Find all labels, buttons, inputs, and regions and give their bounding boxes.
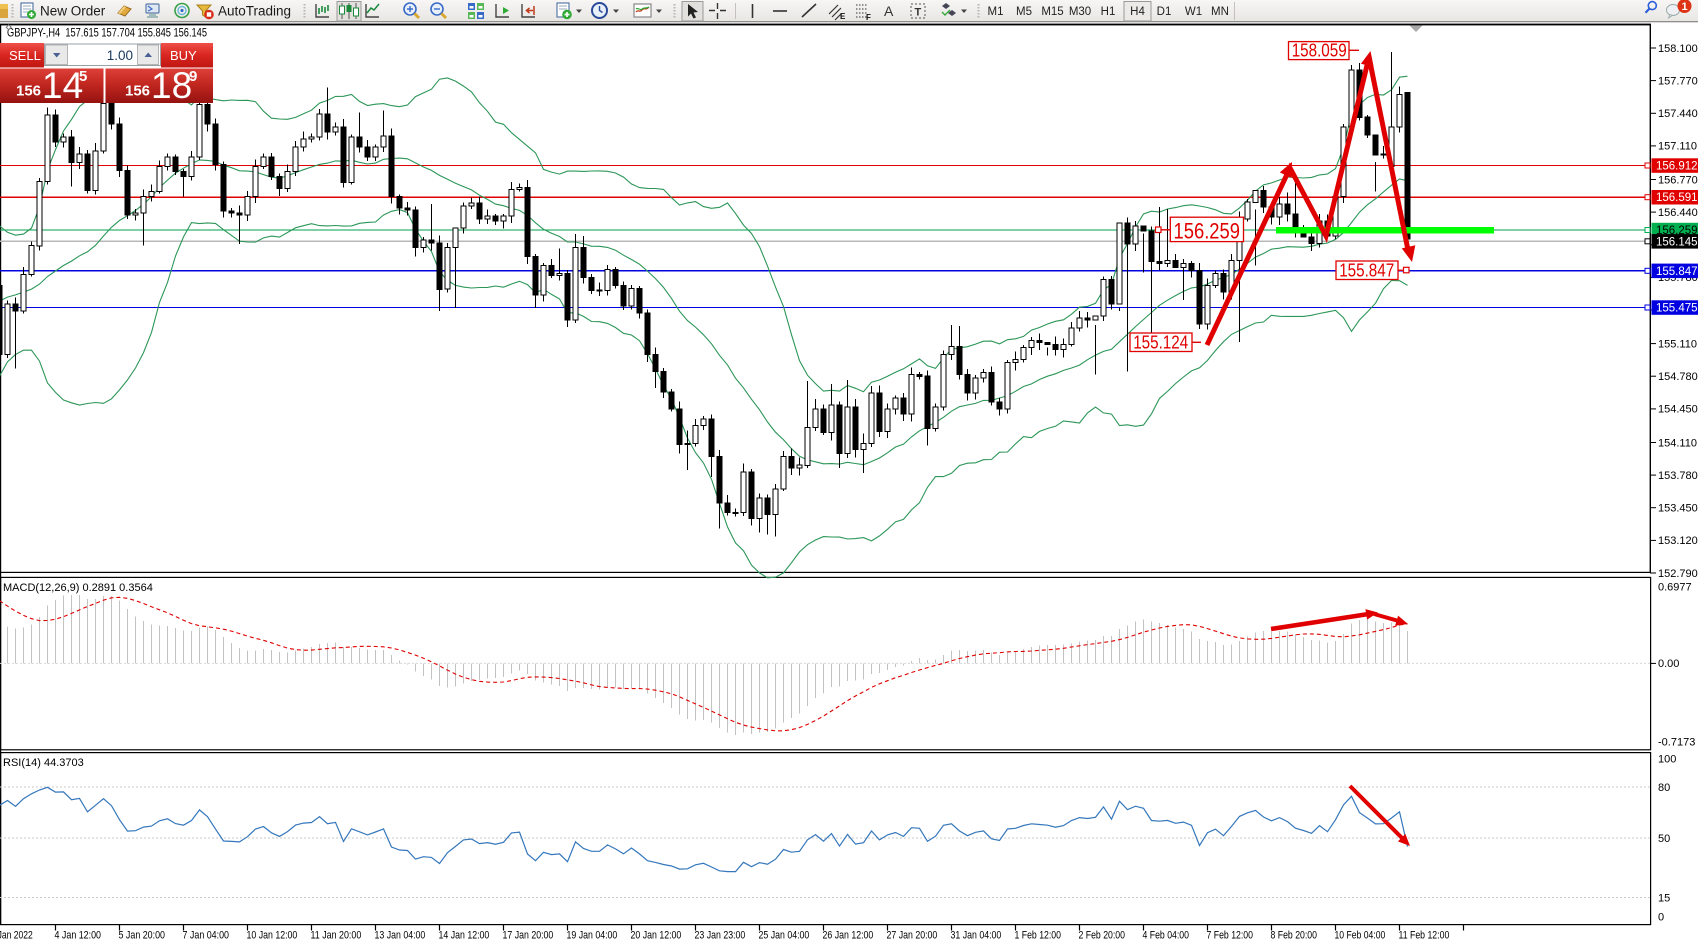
svg-text:23 Jan 23:00: 23 Jan 23:00 [695,930,746,942]
svg-text:M1: M1 [988,6,1004,18]
svg-text:155.847: 155.847 [1656,266,1698,278]
svg-text:156: 156 [16,83,41,100]
svg-text:H1: H1 [1101,6,1116,18]
svg-text:New Order: New Order [40,4,106,19]
svg-text:156.912: 156.912 [1656,161,1698,173]
svg-text:-0.7173: -0.7173 [1658,737,1695,749]
svg-text:19 Jan 04:00: 19 Jan 04:00 [567,930,618,942]
svg-text:0.00: 0.00 [1658,658,1679,670]
svg-text:MN: MN [1211,6,1229,18]
svg-text:0.6977: 0.6977 [1658,582,1692,594]
svg-text:18: 18 [151,65,192,106]
svg-text:158.059: 158.059 [1292,40,1347,60]
svg-text:31 Jan 04:00: 31 Jan 04:00 [951,930,1002,942]
svg-text:AutoTrading: AutoTrading [218,4,291,19]
svg-text:156.591: 156.591 [1656,192,1698,204]
svg-text:W1: W1 [1185,6,1202,18]
svg-text:158.100: 158.100 [1658,43,1698,55]
svg-text:152.790: 152.790 [1658,568,1698,580]
svg-text:T: T [915,7,922,19]
svg-text:157.110: 157.110 [1658,141,1697,153]
svg-text:4 Jan 12:00: 4 Jan 12:00 [55,930,102,942]
svg-text:100: 100 [1658,754,1676,766]
svg-text:156.145: 156.145 [1656,236,1698,248]
svg-text:10 Feb 04:00: 10 Feb 04:00 [1335,930,1386,942]
svg-text:27 Jan 20:00: 27 Jan 20:00 [887,930,938,942]
svg-text:153.120: 153.120 [1658,535,1698,547]
svg-text:5: 5 [79,68,87,85]
svg-text:154.110: 154.110 [1658,437,1697,449]
svg-text:156.770: 156.770 [1658,174,1698,186]
svg-text:2 Feb 20:00: 2 Feb 20:00 [1079,930,1126,942]
svg-text:17 Jan 20:00: 17 Jan 20:00 [503,930,554,942]
svg-text:7 Feb 12:00: 7 Feb 12:00 [1207,930,1254,942]
svg-text:10 Jan 12:00: 10 Jan 12:00 [247,930,298,942]
svg-text:E: E [840,12,846,21]
svg-text:M5: M5 [1016,6,1032,18]
svg-text:A: A [884,3,894,19]
svg-text:4 Feb 04:00: 4 Feb 04:00 [1143,930,1190,942]
svg-text:80: 80 [1658,782,1670,794]
svg-text:20 Jan 12:00: 20 Jan 12:00 [631,930,682,942]
svg-text:0: 0 [1658,912,1664,924]
svg-text:11 Jan 20:00: 11 Jan 20:00 [311,930,362,942]
svg-text:155.847: 155.847 [1339,260,1394,280]
svg-text:156.259: 156.259 [1656,225,1698,237]
svg-text:5 Jan 20:00: 5 Jan 20:00 [119,930,166,942]
svg-text:1 Feb 12:00: 1 Feb 12:00 [1015,930,1062,942]
svg-text:156.259: 156.259 [1174,218,1241,243]
svg-text:154.780: 154.780 [1658,371,1698,383]
svg-text:155.110: 155.110 [1658,338,1697,350]
svg-text:156.440: 156.440 [1658,207,1698,219]
svg-text:H4: H4 [1130,6,1145,18]
svg-text:RSI(14) 44.3703: RSI(14) 44.3703 [3,757,84,769]
svg-text:SELL: SELL [9,48,41,63]
svg-text:1.00: 1.00 [107,48,133,63]
svg-text:9: 9 [189,68,197,85]
svg-text:3 Jan 2022: 3 Jan 2022 [0,930,33,942]
svg-text:155.124: 155.124 [1133,332,1188,352]
svg-text:14 Jan 12:00: 14 Jan 12:00 [439,930,490,942]
svg-text:154.450: 154.450 [1658,404,1698,416]
svg-text:155.475: 155.475 [1656,303,1698,315]
svg-text:1: 1 [1681,1,1687,13]
svg-text:GBPJPY-,H4 157.615 157.704 15: GBPJPY-,H4 157.615 157.704 155.845 156.1… [7,25,207,39]
svg-text:M30: M30 [1069,6,1091,18]
svg-text:M15: M15 [1041,6,1063,18]
svg-text:26 Jan 12:00: 26 Jan 12:00 [823,930,874,942]
svg-text:13 Jan 04:00: 13 Jan 04:00 [375,930,426,942]
svg-text:7 Jan 04:00: 7 Jan 04:00 [183,930,230,942]
svg-text:D1: D1 [1157,6,1172,18]
svg-text:14: 14 [42,65,83,106]
svg-text:BUY: BUY [170,48,197,63]
svg-text:MACD(12,26,9) 0.2891 0.3564: MACD(12,26,9) 0.2891 0.3564 [3,582,153,594]
svg-text:8 Feb 20:00: 8 Feb 20:00 [1271,930,1318,942]
svg-text:F: F [866,13,871,22]
svg-text:25 Jan 04:00: 25 Jan 04:00 [759,930,810,942]
svg-text:153.780: 153.780 [1658,470,1698,482]
svg-text:15: 15 [1658,892,1670,904]
svg-text:153.450: 153.450 [1658,503,1698,515]
svg-text:157.440: 157.440 [1658,108,1698,120]
svg-text:50: 50 [1658,833,1670,845]
svg-text:156: 156 [125,83,150,100]
svg-text:11 Feb 12:00: 11 Feb 12:00 [1399,930,1450,942]
svg-text:157.770: 157.770 [1658,75,1698,87]
